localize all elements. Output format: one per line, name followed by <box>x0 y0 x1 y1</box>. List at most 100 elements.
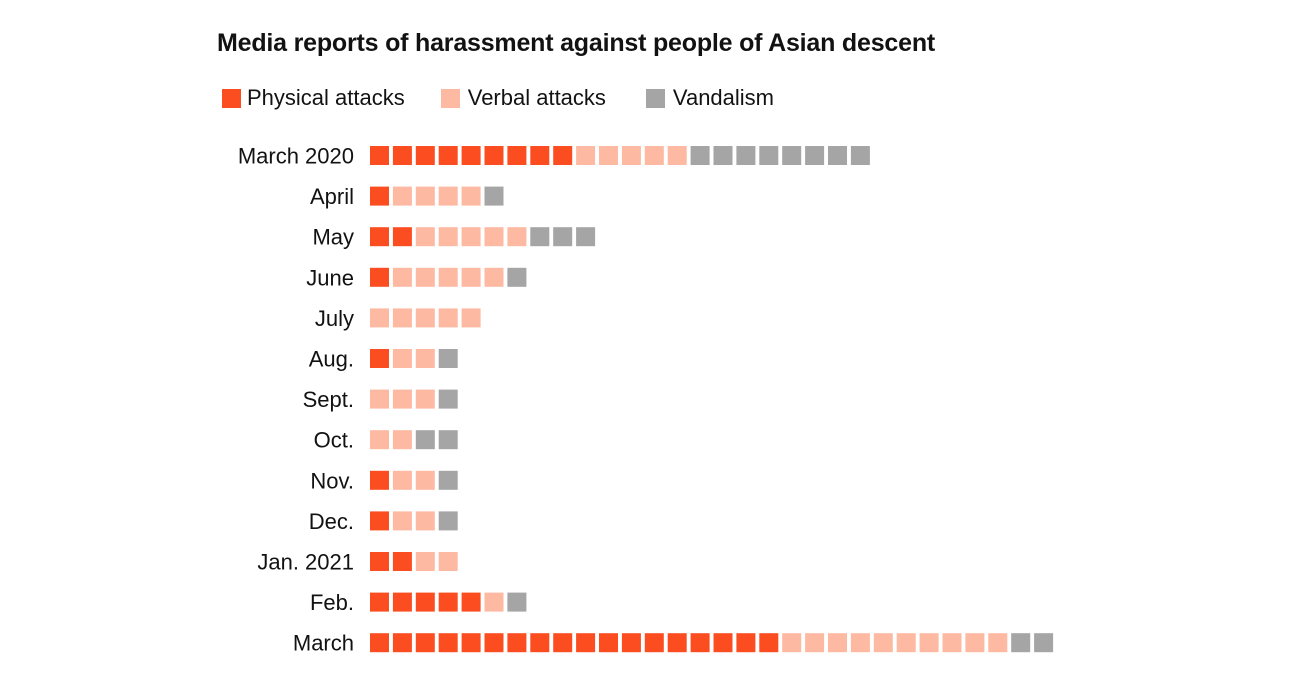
legend-swatch-vandalism <box>645 88 665 108</box>
unit-square-physical-attacks <box>690 633 710 653</box>
unit-square-verbal-attacks <box>873 633 893 653</box>
unit-square-verbal-attacks <box>415 227 435 247</box>
unit-square-physical-attacks <box>370 349 389 368</box>
legend-label-physical-attacks: Physical attacks <box>247 85 405 110</box>
unit-square-physical-attacks <box>438 146 458 165</box>
unit-square-physical-attacks <box>530 146 550 165</box>
unit-square-vandalism <box>1034 633 1054 653</box>
unit-square-verbal-attacks <box>438 308 458 328</box>
unit-square-vandalism <box>438 389 458 409</box>
unit-square-physical-attacks <box>621 633 641 653</box>
category-label: April <box>310 184 354 209</box>
unit-square-physical-attacks <box>644 633 664 653</box>
unit-square-vandalism <box>530 227 550 247</box>
unit-square-vandalism <box>828 146 847 165</box>
unit-square-physical-attacks <box>370 633 389 653</box>
category-label: Aug. <box>309 347 354 372</box>
unit-square-verbal-attacks <box>828 633 847 653</box>
unit-square-vandalism <box>438 511 458 531</box>
unit-square-verbal-attacks <box>438 552 458 571</box>
category-label: June <box>306 265 354 290</box>
unit-square-vandalism <box>484 186 504 206</box>
unit-square-verbal-attacks <box>621 146 641 165</box>
bar-row-oct: Oct. <box>314 428 458 453</box>
unit-square-verbal-attacks <box>438 227 458 247</box>
chart-title: Media reports of harassment against peop… <box>217 29 936 57</box>
unit-square-verbal-attacks <box>599 146 618 165</box>
bar-row-dec: Dec. <box>309 509 458 534</box>
bar-row-may: May <box>312 225 596 250</box>
unit-square-vandalism <box>507 592 527 612</box>
category-label: Feb. <box>310 590 354 615</box>
legend-swatch-physical-attacks <box>222 88 241 108</box>
unit-square-vandalism <box>805 146 825 165</box>
unit-square-verbal-attacks <box>415 349 435 368</box>
unit-square-verbal-attacks <box>805 633 825 653</box>
unit-square-vandalism <box>736 146 756 165</box>
category-label: March <box>293 631 354 656</box>
unit-square-vandalism <box>438 349 458 368</box>
unit-square-vandalism <box>507 267 527 287</box>
unit-square-verbal-attacks <box>965 633 985 653</box>
unit-square-verbal-attacks <box>370 308 389 328</box>
unit-square-physical-attacks <box>507 633 527 653</box>
unit-square-physical-attacks <box>553 146 573 165</box>
unit-square-verbal-attacks <box>392 389 412 409</box>
unit-square-physical-attacks <box>461 592 481 612</box>
unit-square-vandalism <box>415 430 435 450</box>
unit-square-physical-attacks <box>392 592 412 612</box>
bar-row-march: March <box>293 631 1054 656</box>
category-label: Oct. <box>314 428 354 453</box>
unit-square-verbal-attacks <box>782 633 802 653</box>
legend: Physical attacks Verbal attacks Vandalis… <box>222 84 810 112</box>
unit-square-verbal-attacks <box>415 308 435 328</box>
unit-square-verbal-attacks <box>484 267 504 287</box>
bar-row-feb: Feb. <box>310 590 527 615</box>
unit-square-vandalism <box>850 146 870 165</box>
unit-square-verbal-attacks <box>415 552 435 571</box>
unit-square-physical-attacks <box>392 552 412 571</box>
unit-square-vandalism <box>759 146 779 165</box>
unit-square-physical-attacks <box>370 470 389 490</box>
bar-row-march-2020: March 2020 <box>238 144 870 169</box>
unit-square-verbal-attacks <box>392 511 412 531</box>
unit-square-physical-attacks <box>530 633 550 653</box>
unit-square-physical-attacks <box>484 633 504 653</box>
bar-row-june: June <box>306 265 527 290</box>
unit-square-verbal-attacks <box>919 633 939 653</box>
unit-square-verbal-attacks <box>484 592 504 612</box>
unit-square-physical-attacks <box>507 146 527 165</box>
category-label: May <box>312 225 354 250</box>
unit-square-verbal-attacks <box>392 470 412 490</box>
unit-square-physical-attacks <box>370 511 389 531</box>
unit-square-physical-attacks <box>576 633 596 653</box>
unit-square-verbal-attacks <box>415 267 435 287</box>
unit-square-physical-attacks <box>370 146 389 165</box>
unit-square-physical-attacks <box>392 633 412 653</box>
unit-square-verbal-attacks <box>370 430 389 450</box>
legend-label-vandalism: Vandalism <box>672 85 775 110</box>
unit-square-verbal-attacks <box>415 470 435 490</box>
unit-square-verbal-attacks <box>438 186 458 206</box>
category-label: Nov. <box>310 468 354 493</box>
unit-square-verbal-attacks <box>392 349 412 368</box>
legend-item-physical-attacks: Physical attacks <box>222 84 405 112</box>
unit-square-physical-attacks <box>553 633 573 653</box>
unit-square-verbal-attacks <box>484 227 504 247</box>
unit-square-physical-attacks <box>759 633 779 653</box>
bar-row-sept: Sept. <box>303 387 458 412</box>
unit-square-verbal-attacks <box>415 186 435 206</box>
unit-square-verbal-attacks <box>576 146 596 165</box>
unit-square-verbal-attacks <box>392 186 412 206</box>
category-label: Dec. <box>309 509 354 534</box>
unit-square-physical-attacks <box>370 267 389 287</box>
unit-square-verbal-attacks <box>392 267 412 287</box>
unit-square-physical-attacks <box>438 633 458 653</box>
unit-square-physical-attacks <box>736 633 756 653</box>
unit-square-physical-attacks <box>667 633 687 653</box>
unit-square-physical-attacks <box>461 146 481 165</box>
unit-square-physical-attacks <box>599 633 618 653</box>
unit-square-physical-attacks <box>392 227 412 247</box>
unit-square-verbal-attacks <box>461 308 481 328</box>
unit-square-physical-attacks <box>461 633 481 653</box>
